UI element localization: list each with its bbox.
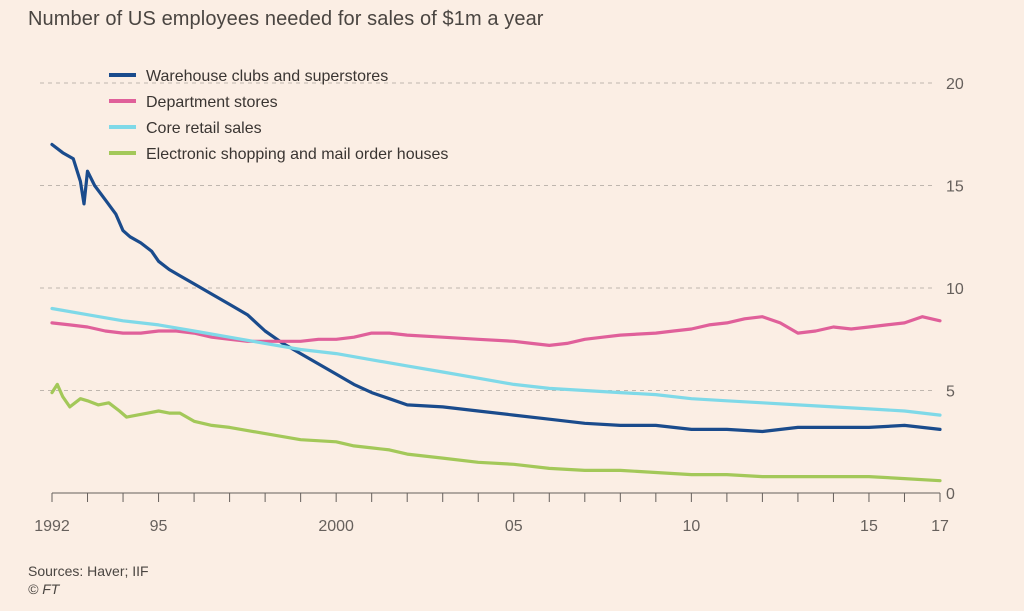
x-tick-label: 10: [682, 518, 700, 535]
y-tick-label: 15: [946, 179, 964, 196]
legend-label-department: Department stores: [146, 94, 278, 111]
y-tick-label: 5: [946, 384, 955, 401]
series-line-electronic: [50, 382, 942, 483]
legend: Warehouse clubs and superstores Departmen…: [109, 68, 448, 163]
chart-footer: Sources: Haver; IIF © FT: [28, 562, 149, 598]
copyright-note: © FT: [28, 581, 60, 597]
sources-note: Sources: Haver; IIF: [28, 563, 149, 579]
x-tick-label: 2000: [318, 518, 354, 535]
series-line-department: [50, 315, 942, 347]
series-lines: [50, 142, 942, 483]
x-tick-label: 05: [505, 518, 523, 535]
x-tick-label: 15: [860, 518, 878, 535]
gridlines: [40, 82, 935, 391]
legend-label-electronic: Electronic shopping and mail order house…: [146, 146, 448, 163]
y-tick-label: 10: [946, 281, 964, 298]
x-tick-label: 17: [931, 518, 949, 535]
x-tick-label: 1992: [34, 518, 70, 535]
series-line-core: [50, 306, 942, 417]
x-tick-label: 95: [150, 518, 168, 535]
y-tick-label: 20: [946, 76, 964, 93]
y-tick-label: 0: [946, 486, 955, 503]
legend-label-warehouse: Warehouse clubs and superstores: [146, 68, 388, 85]
chart-title: Number of US employees needed for sales …: [28, 8, 544, 30]
x-axis: 1992 95 2000 05 10 15 17: [34, 492, 949, 535]
y-axis-ticks: 0 5 10 15 20: [946, 76, 964, 503]
legend-label-core: Core retail sales: [146, 120, 262, 137]
